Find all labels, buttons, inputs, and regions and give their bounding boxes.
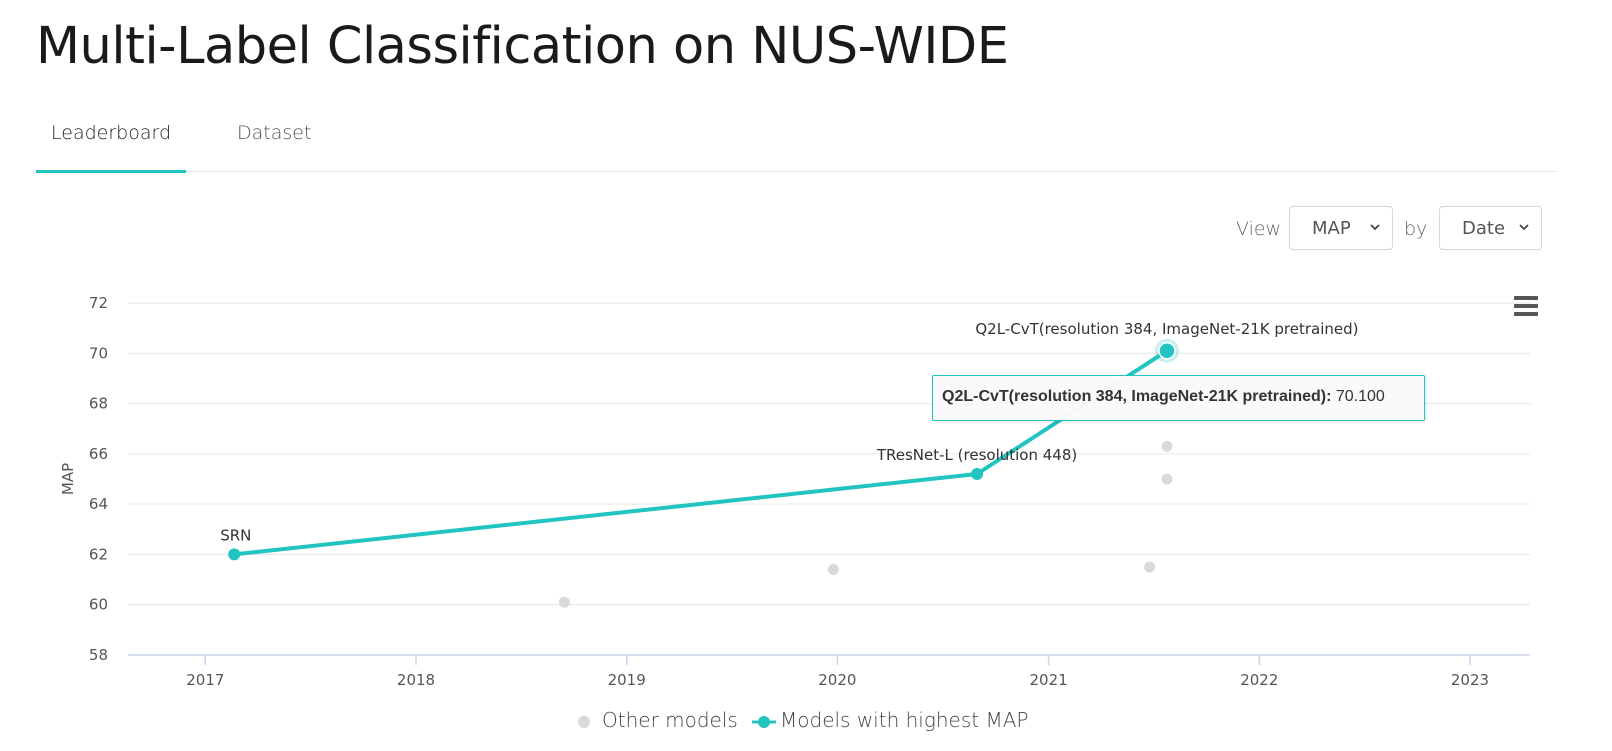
metric-select-value: MAP — [1312, 218, 1351, 239]
tooltip-model: Q2L-CvT(resolution 384, ImageNet-21K pre… — [942, 388, 1327, 405]
sota-chart: 58 60 62 64 66 68 70 72 2017 2018 2019 2020 2021 2022… — [59, 294, 1530, 689]
page-title: Multi-Label Classification on NUS-WIDE — [36, 17, 1009, 76]
y-tick-label: 66 — [89, 445, 108, 463]
chart-grid — [128, 302, 1530, 606]
y-tick-label: 58 — [89, 646, 108, 664]
chevron-down-icon — [1519, 224, 1529, 231]
y-tick-label: 64 — [89, 495, 108, 513]
best-model-point — [971, 467, 984, 480]
y-axis-label: MAP — [59, 463, 77, 495]
tab-dataset[interactable]: Dataset — [237, 122, 312, 144]
chart-legend: Other models Models with highest MAP — [0, 708, 1612, 738]
point-labels: SRN TResNet-L (resolution 448) Q2L-CvT(res… — [220, 320, 1358, 545]
data-label: Q2L-CvT(resolution 384, ImageNet-21K pre… — [975, 320, 1358, 338]
chart-menu-icon[interactable] — [1514, 296, 1538, 316]
sort-select[interactable]: Date — [1439, 206, 1542, 250]
y-tick-label: 62 — [89, 545, 108, 563]
best-model-point — [228, 548, 241, 561]
best-model-point — [1158, 342, 1176, 360]
other-model-point — [1161, 473, 1173, 485]
y-tick-label: 72 — [89, 294, 108, 312]
tab-bar: Leaderboard Dataset — [36, 104, 1556, 173]
x-tick-label: 2018 — [397, 671, 435, 689]
x-tick-label: 2020 — [818, 671, 856, 689]
legend-label-other: Other models — [602, 708, 738, 732]
tooltip-value: 70.100 — [1335, 388, 1385, 405]
other-model-point — [1161, 440, 1173, 452]
x-tick-label: 2017 — [186, 671, 224, 689]
other-model-point — [558, 596, 570, 608]
y-tick-label: 70 — [89, 344, 108, 362]
chart-points — [228, 338, 1179, 608]
gray-dot-icon — [578, 716, 590, 728]
y-tick-label: 60 — [89, 596, 108, 614]
x-tick-label: 2019 — [608, 671, 646, 689]
sort-select-value: Date — [1462, 218, 1506, 239]
other-model-point — [827, 564, 839, 576]
chevron-down-icon — [1370, 224, 1380, 231]
data-label: SRN — [220, 526, 251, 544]
chart-axes: 58 60 62 64 66 68 70 72 2017 2018 2019 2020 2021 2022… — [59, 294, 1530, 689]
view-label: View — [1236, 218, 1282, 240]
other-model-point — [1144, 561, 1156, 573]
chart-tooltip: Q2L-CvT(resolution 384, ImageNet-21K pre… — [932, 375, 1425, 421]
by-label: by — [1404, 218, 1428, 240]
tab-divider — [36, 171, 1556, 172]
x-tick-label: 2022 — [1240, 671, 1278, 689]
tab-leaderboard[interactable]: Leaderboard — [51, 122, 172, 144]
data-label: TResNet-L (resolution 448) — [876, 446, 1077, 464]
x-tick-label: 2023 — [1451, 671, 1489, 689]
metric-select[interactable]: MAP — [1289, 206, 1393, 250]
line-marker-icon — [752, 716, 776, 728]
legend-label-best: Models with highest MAP — [780, 708, 1029, 732]
active-tab-indicator — [36, 170, 186, 173]
x-tick-label: 2021 — [1030, 671, 1068, 689]
y-tick-label: 68 — [89, 395, 108, 413]
